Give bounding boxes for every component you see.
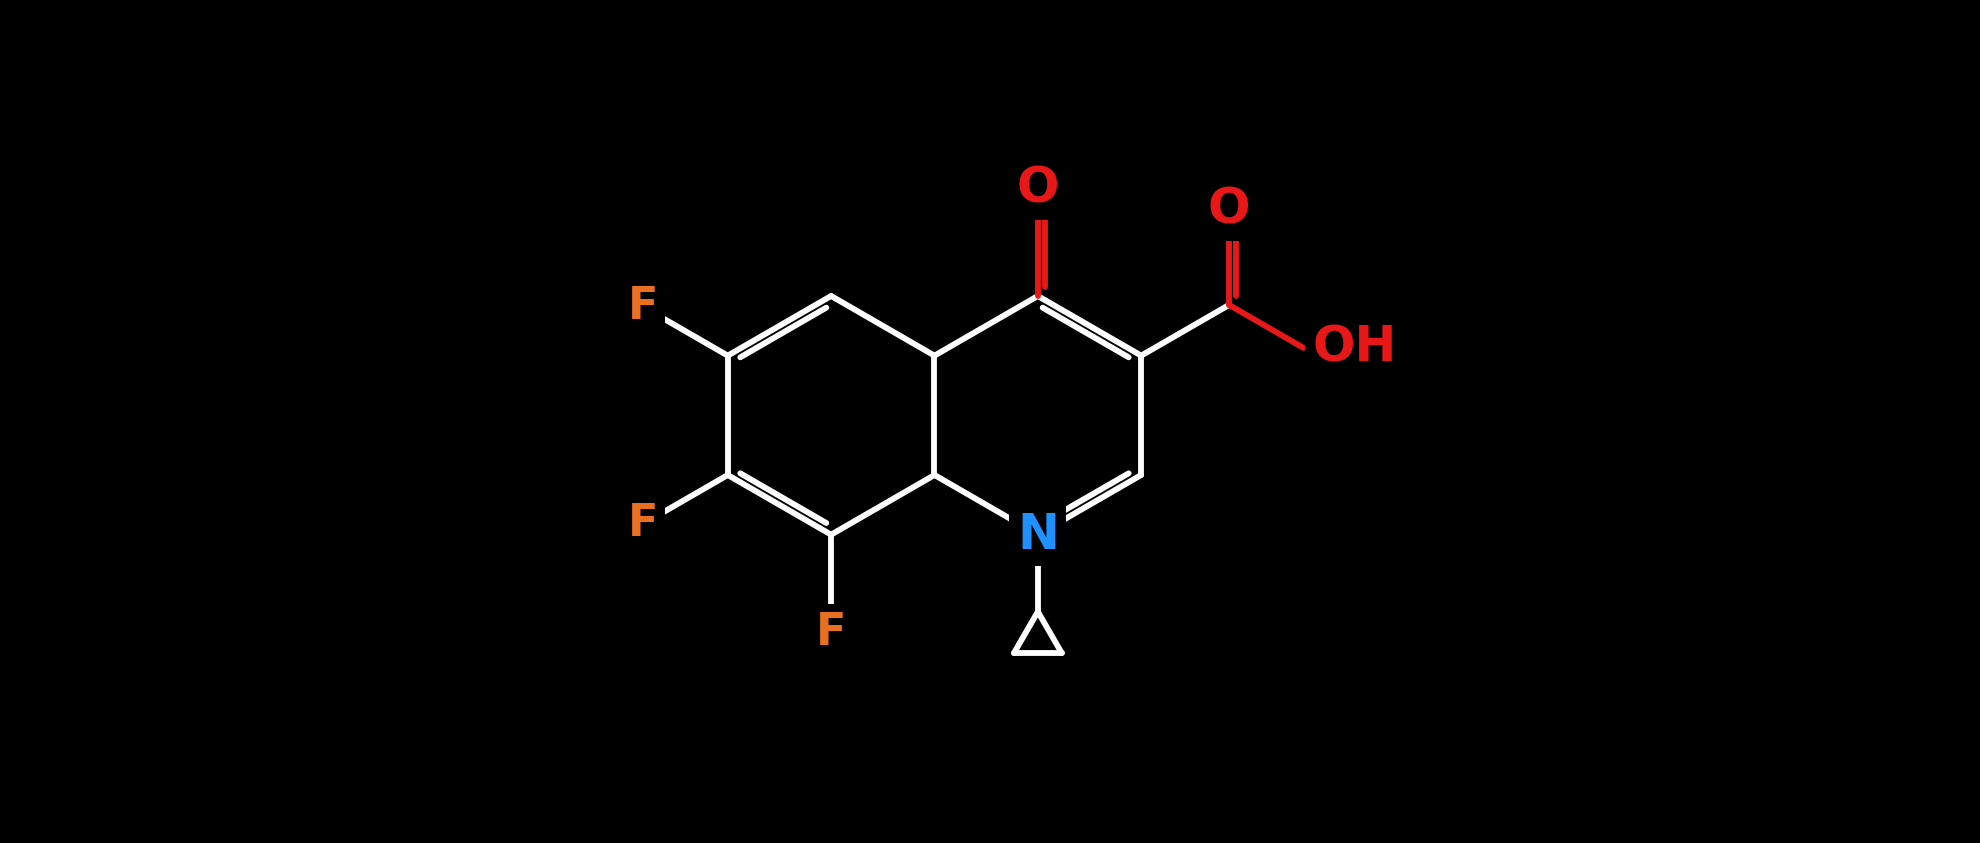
Text: F: F — [628, 285, 657, 328]
Text: O: O — [1208, 185, 1249, 234]
Text: OH: OH — [1313, 324, 1398, 372]
Text: F: F — [628, 502, 657, 545]
Text: N: N — [1018, 511, 1059, 559]
Text: O: O — [1016, 165, 1059, 213]
Text: F: F — [816, 611, 845, 654]
